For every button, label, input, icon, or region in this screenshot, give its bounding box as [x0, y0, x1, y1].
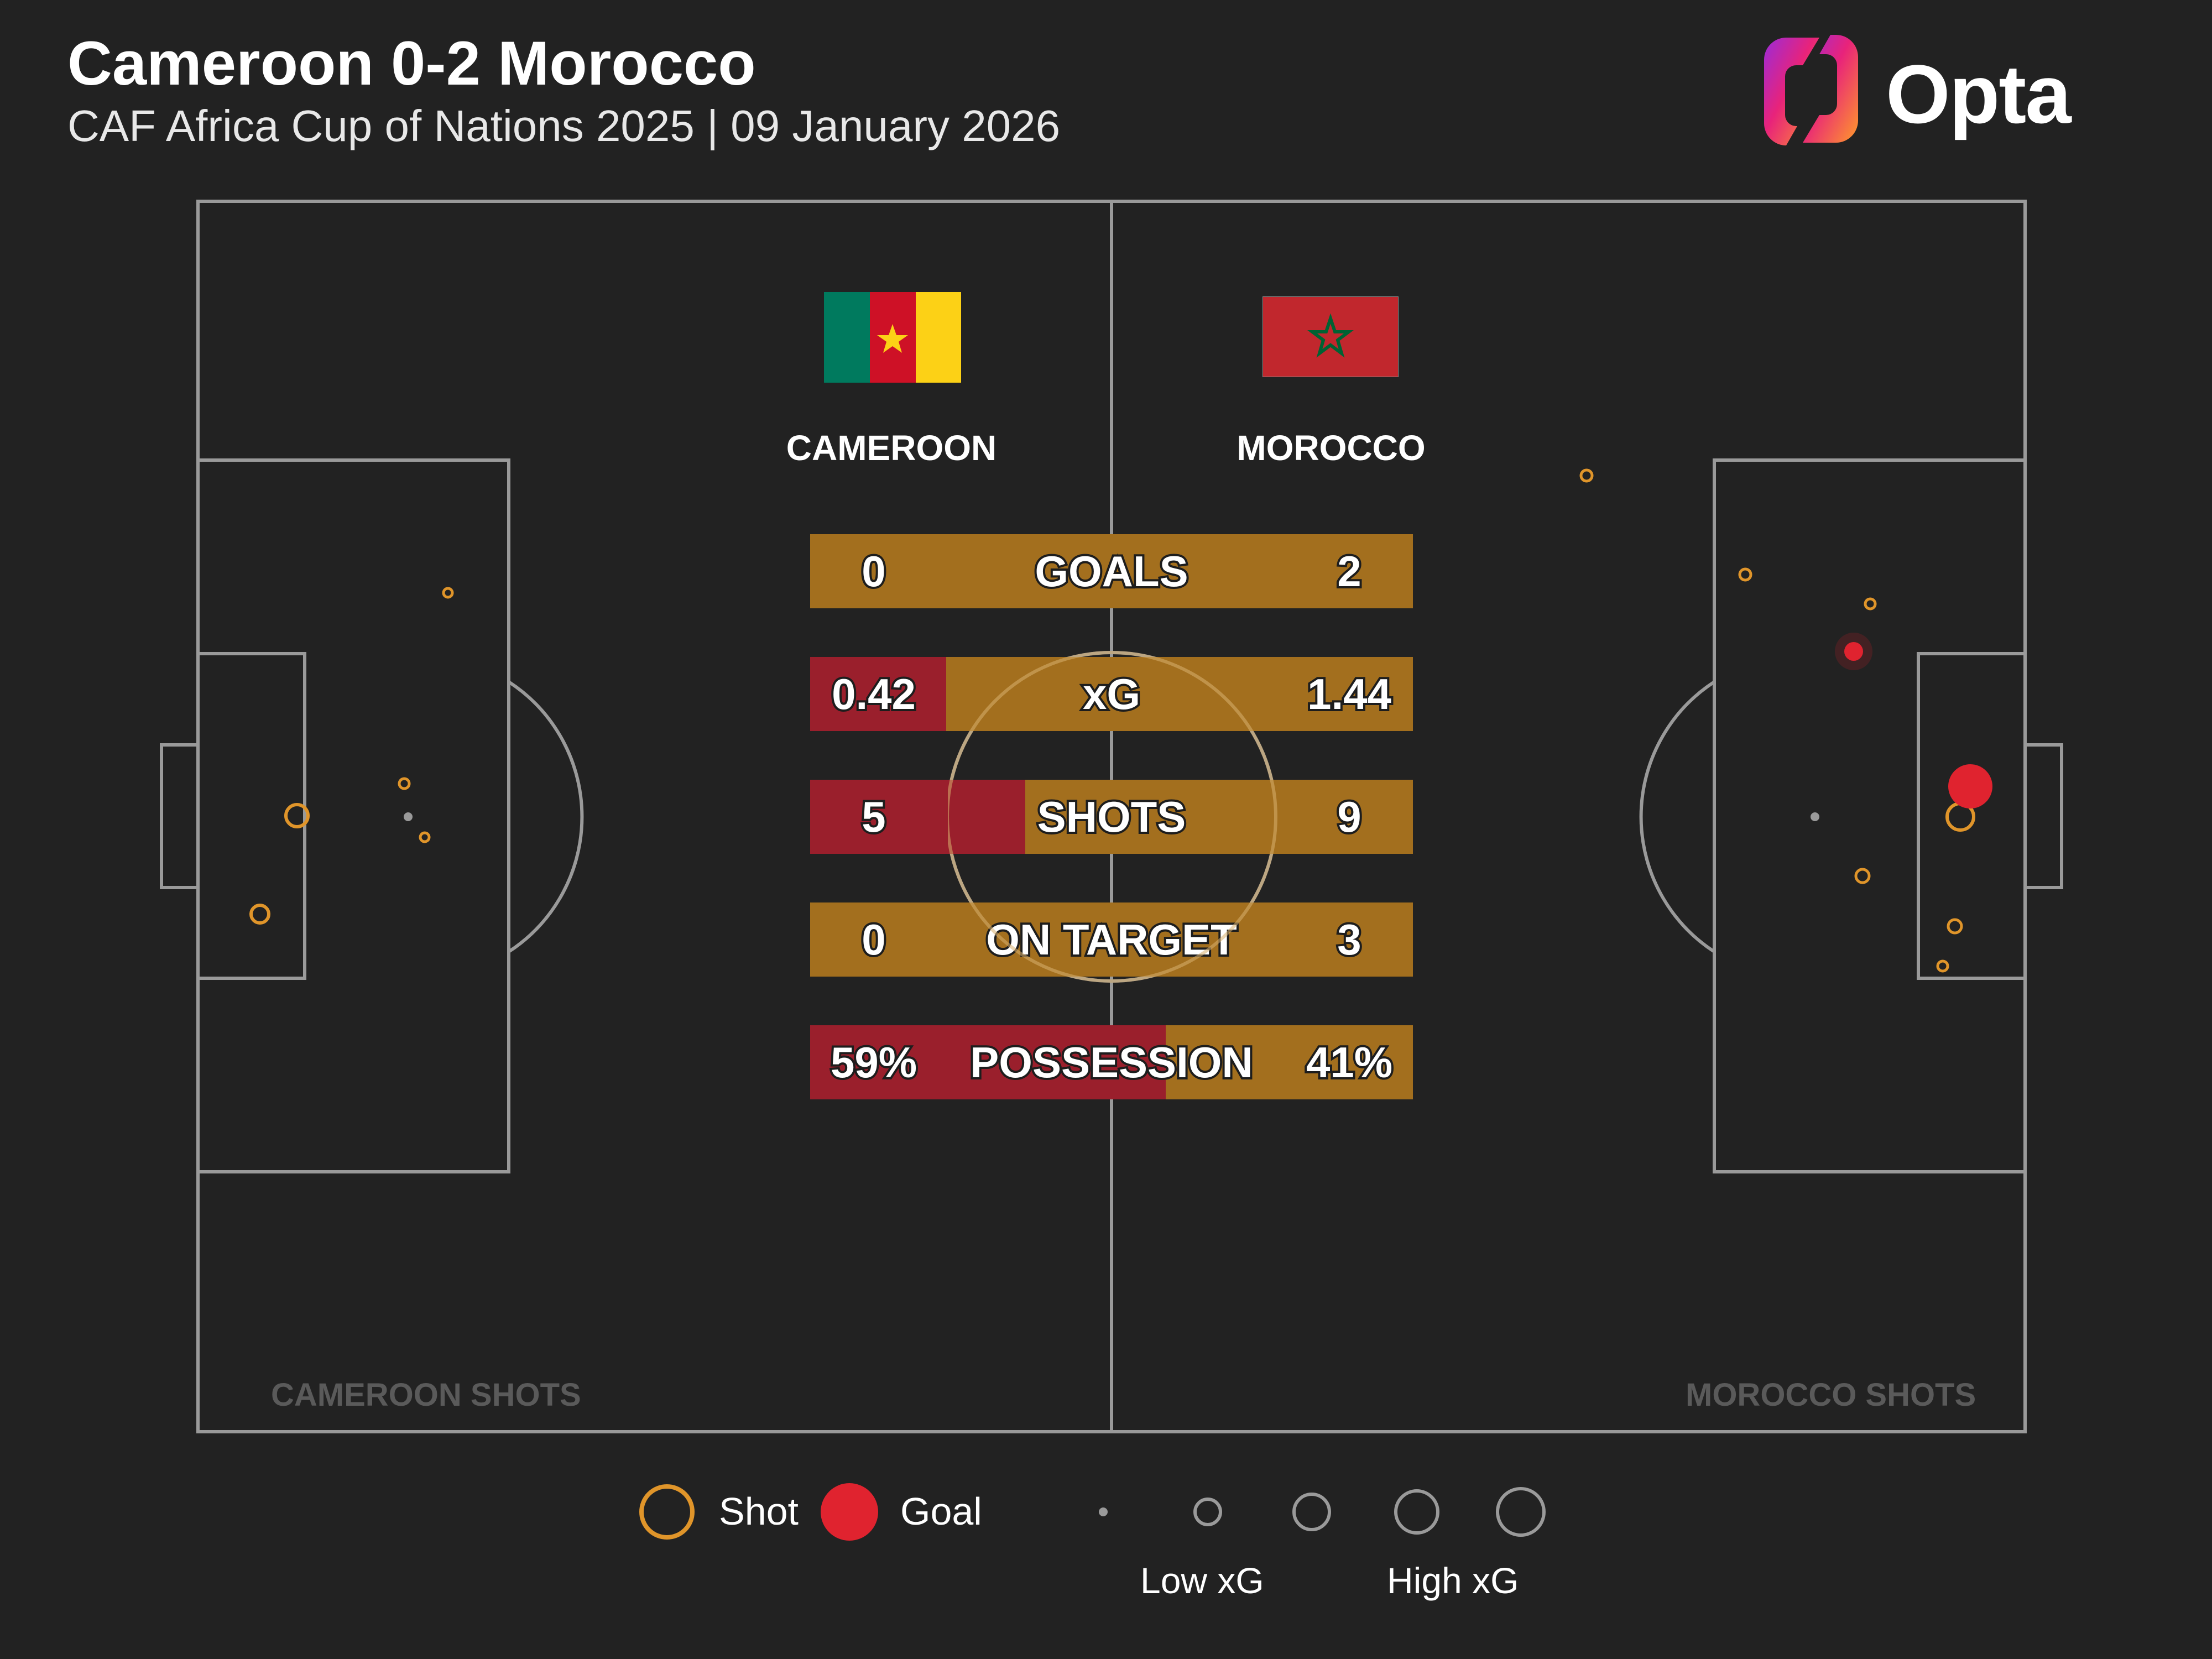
- home-stat-value: 0.42: [830, 667, 918, 721]
- xg-scale-dot-1: [1099, 1507, 1108, 1516]
- right-penalty-arc: [1639, 680, 1715, 953]
- stat-row-xg: 0.42 xG 1.44: [810, 657, 1413, 731]
- home-shots-label: CAMEROON SHOTS: [271, 1377, 581, 1413]
- stat-row-possession: 59% POSSESSION 41%: [810, 1025, 1413, 1099]
- shot-marker: [442, 587, 454, 599]
- right-penalty-spot: [1811, 812, 1819, 821]
- home-team-name: CAMEROON: [786, 428, 997, 468]
- shot-marker: [284, 803, 310, 828]
- home-stat-value: 0: [859, 545, 888, 598]
- shot-marker: [1936, 959, 1949, 973]
- stat-row-goals: 0 GOALS 2: [810, 534, 1413, 608]
- home-share-bar: [810, 780, 1026, 854]
- left-six-yard-box: [196, 652, 306, 980]
- right-goal: [2023, 743, 2063, 889]
- opta-brand: Opta: [1886, 48, 2072, 140]
- home-stat-value: 5: [859, 790, 888, 843]
- legend-goal-label: Goal: [900, 1490, 982, 1533]
- left-penalty-spot: [404, 812, 413, 821]
- legend-icons: [639, 1483, 1546, 1541]
- home-share-bar: [810, 1025, 1166, 1099]
- opta-logo-icon: [1764, 35, 1858, 145]
- stat-label: SHOTS: [1035, 790, 1188, 843]
- shot-marker: [1738, 567, 1752, 582]
- stat-label: xG: [1081, 667, 1142, 721]
- cameroon-flag-icon: [824, 292, 961, 383]
- home-share-bar: [810, 657, 947, 731]
- low-xg-label: Low xG: [1140, 1560, 1264, 1601]
- high-xg-label: High xG: [1387, 1560, 1519, 1601]
- xg-scale-dot-3: [1292, 1493, 1331, 1531]
- right-six-yard-box: [1917, 652, 2027, 980]
- home-stat-value: 0: [859, 913, 888, 966]
- stat-label: GOALS: [1032, 545, 1190, 598]
- stat-row-shots: 5 SHOTS 9: [810, 780, 1413, 854]
- xg-scale-dot-2: [1193, 1498, 1222, 1526]
- shot-marker: [398, 777, 411, 790]
- away-stat-value: 9: [1335, 790, 1363, 843]
- away-stat-value: 41%: [1304, 1036, 1395, 1089]
- legend-shot-icon: [639, 1484, 695, 1540]
- away-stat-value: 1.44: [1305, 667, 1394, 721]
- stat-label: POSSESSION: [968, 1036, 1255, 1089]
- legend-shot-label: Shot: [719, 1490, 799, 1533]
- morocco-flag-icon: [1262, 296, 1399, 377]
- away-stat-value: 2: [1335, 545, 1363, 598]
- away-stat-value: 3: [1335, 913, 1363, 966]
- xg-scale-dot-4: [1394, 1489, 1439, 1535]
- left-penalty-box: [196, 458, 510, 1173]
- match-title: Cameroon 0-2 Morocco: [67, 29, 756, 98]
- left-penalty-arc: [508, 680, 584, 953]
- centre-circle-overlay: [948, 651, 1277, 983]
- shot-marker: [1854, 868, 1871, 884]
- home-stat-value: 59%: [828, 1036, 919, 1089]
- goal-marker: [1844, 642, 1863, 661]
- shot-marker: [1864, 597, 1877, 611]
- left-goal: [160, 743, 200, 889]
- stat-row-on-target: 0 ON TARGET 3: [810, 902, 1413, 977]
- legend-goal-icon: [821, 1483, 878, 1541]
- shot-marker: [1579, 468, 1594, 483]
- match-subtitle: CAF Africa Cup of Nations 2025 | 09 Janu…: [67, 101, 1061, 150]
- right-penalty-box: [1713, 458, 2027, 1173]
- goal-marker: [1948, 764, 1992, 808]
- away-team-name: MOROCCO: [1237, 428, 1426, 468]
- shot-marker: [1947, 918, 1963, 935]
- away-shots-label: MOROCCO SHOTS: [1686, 1377, 1976, 1413]
- shot-marker: [249, 904, 270, 925]
- xg-scale-dot-5: [1496, 1487, 1546, 1537]
- shot-marker: [419, 831, 431, 843]
